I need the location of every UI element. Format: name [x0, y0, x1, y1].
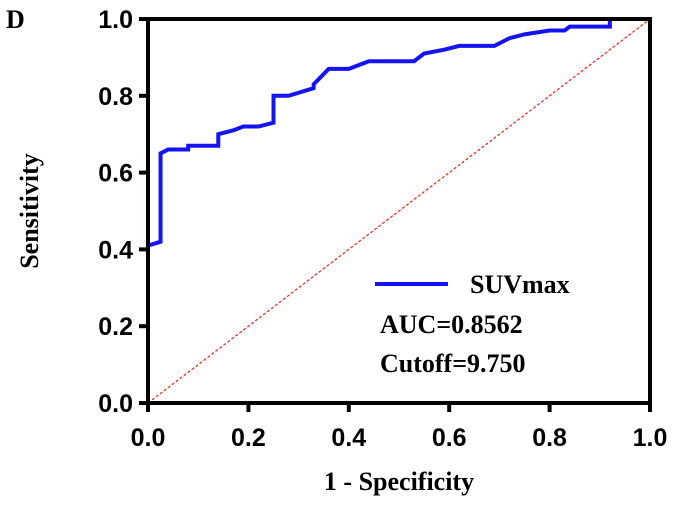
x-tick-label: 1.0 — [633, 424, 668, 452]
cutoff-annotation: Cutoff=9.750 — [380, 349, 526, 378]
reference-diagonal-line — [147, 18, 651, 404]
panel-label: D — [6, 5, 25, 34]
legend: SUVmax AUC=0.8562 Cutoff=9.750 — [375, 270, 570, 378]
legend-label: SUVmax — [470, 270, 570, 299]
x-ticks: 0.0 0.2 0.4 0.6 0.8 1.0 — [131, 403, 668, 452]
y-tick-label: 0.4 — [98, 236, 133, 264]
y-tick-label: 1.0 — [98, 6, 133, 34]
y-tick-label: 0.0 — [98, 390, 133, 418]
roc-curve-line — [146, 17, 650, 403]
auc-annotation: AUC=0.8562 — [380, 310, 523, 339]
y-tick-label: 0.2 — [98, 313, 133, 341]
y-tick-label: 0.8 — [98, 83, 133, 111]
x-tick-label: 0.6 — [432, 424, 467, 452]
y-ticks: 0.0 0.2 0.4 0.6 0.8 1.0 — [98, 6, 148, 418]
x-tick-label: 0.8 — [532, 424, 567, 452]
y-tick-label: 0.6 — [98, 160, 133, 188]
x-tick-label: 0.2 — [231, 424, 266, 452]
x-tick-label: 0.0 — [131, 424, 166, 452]
y-axis-title: Sensitivity — [15, 153, 44, 269]
plot-area — [146, 17, 651, 404]
x-axis-title: 1 - Specificity — [324, 467, 474, 496]
x-tick-label: 0.4 — [331, 424, 366, 452]
